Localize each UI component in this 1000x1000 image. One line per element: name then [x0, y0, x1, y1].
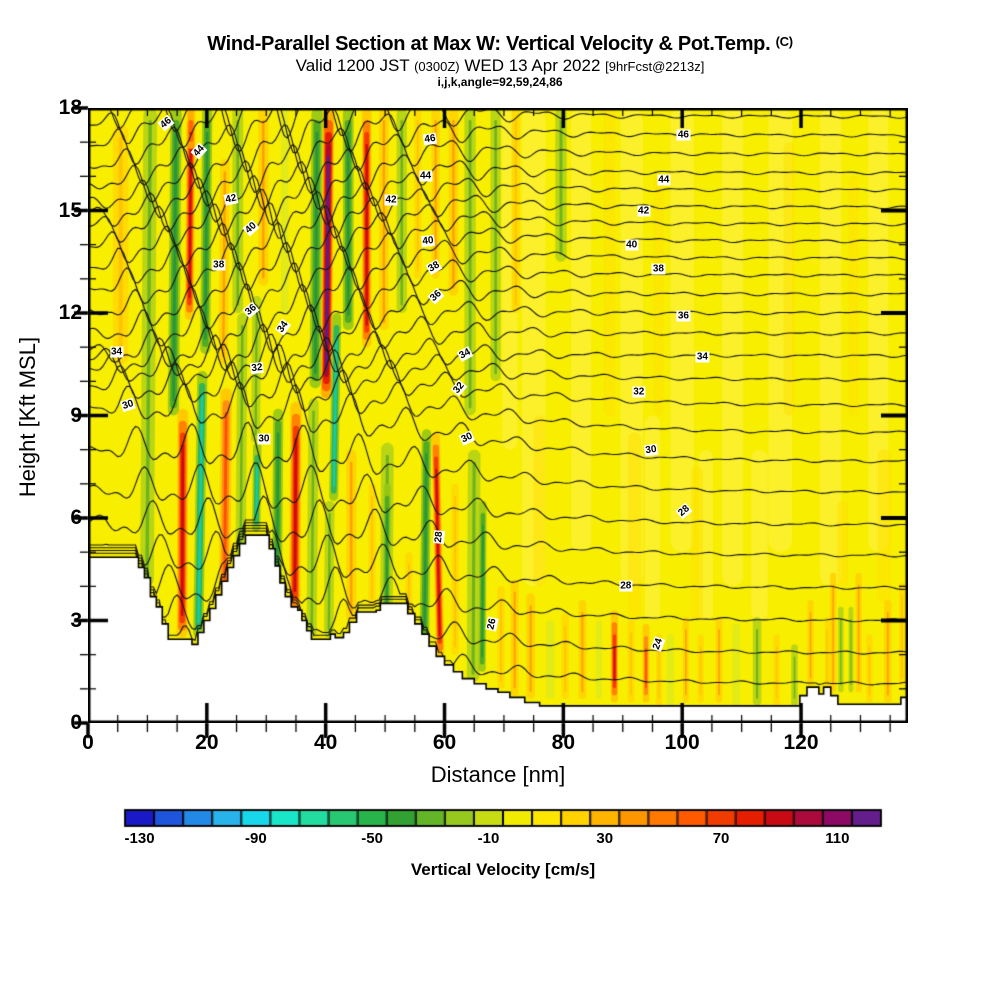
contour-label: 42	[384, 194, 398, 206]
contour-label: 42	[223, 191, 239, 206]
contour-label: 28	[432, 529, 445, 544]
contour-label: 34	[695, 351, 709, 363]
x-tick-label: 60	[432, 731, 457, 754]
colorbar-tick-label: 70	[712, 830, 730, 847]
contour-label: 46	[422, 132, 438, 146]
contour-label: 38	[212, 259, 226, 271]
contour-label: 34	[109, 346, 124, 358]
y-tick-label: 18	[58, 96, 82, 119]
x-tick-label: 0	[82, 731, 94, 754]
grid-index-text: i,j,k,angle=92,59,24,86	[437, 75, 563, 89]
y-tick-label: 3	[70, 608, 82, 632]
contour-label: 32	[632, 386, 646, 398]
x-tick-label: 80	[551, 731, 576, 754]
colorbar-tick-label: -10	[477, 830, 500, 847]
contour-label: 44	[657, 174, 671, 186]
contour-label: 38	[651, 263, 665, 275]
contour-label: 40	[421, 235, 436, 248]
y-tick-label: 15	[58, 198, 82, 222]
contour-label: 28	[619, 580, 633, 592]
plot-subtitle: Valid 1200 JST (0300Z) WED 13 Apr 2022 […	[0, 56, 1000, 76]
contour-label: 30	[644, 443, 659, 457]
x-tick-label: 120	[783, 731, 819, 754]
colorbar-tick-label: -90	[245, 830, 267, 847]
contour-label: 32	[250, 361, 265, 374]
contour-label: 46	[676, 129, 690, 141]
colorbar-caption: Vertical Velocity [cm/s]	[410, 860, 596, 879]
plot-title-main: Wind-Parallel Section at Max W: Vertical…	[207, 33, 771, 55]
plot-title: Wind-Parallel Section at Max W: Vertical…	[0, 33, 1000, 56]
colorbar-tick-label: -130	[124, 830, 155, 847]
y-tick-label: 12	[58, 301, 82, 324]
valid-time-text: Valid 1200 JST	[295, 56, 415, 75]
contour-label: 36	[676, 310, 690, 322]
y-tick-label: 0	[70, 711, 82, 734]
colorbar-tick-label: 30	[596, 830, 614, 847]
plot-canvas	[88, 108, 908, 723]
x-tick-label: 100	[664, 731, 700, 754]
contour-label: 30	[257, 433, 271, 445]
colorbar-tick-label: -50	[361, 830, 383, 847]
colorbar-tick-label: 110	[825, 830, 850, 847]
y-tick-label: 6	[70, 506, 82, 529]
contour-label: 40	[625, 239, 639, 251]
utc-time-text: (0300Z)	[414, 59, 460, 74]
contour-label: 44	[418, 170, 433, 182]
plot-title-unit: (C)	[775, 34, 793, 49]
forecast-info-text: [9hrFcst@2213z]	[605, 59, 705, 74]
y-tick-label: 9	[70, 403, 82, 427]
x-tick-label: 20	[195, 731, 219, 754]
x-tick-label: 40	[313, 731, 338, 754]
contour-label: 42	[637, 205, 651, 216]
valid-date-text: WED 13 Apr 2022	[459, 56, 606, 75]
x-axis-title: Distance [nm]	[430, 762, 566, 787]
